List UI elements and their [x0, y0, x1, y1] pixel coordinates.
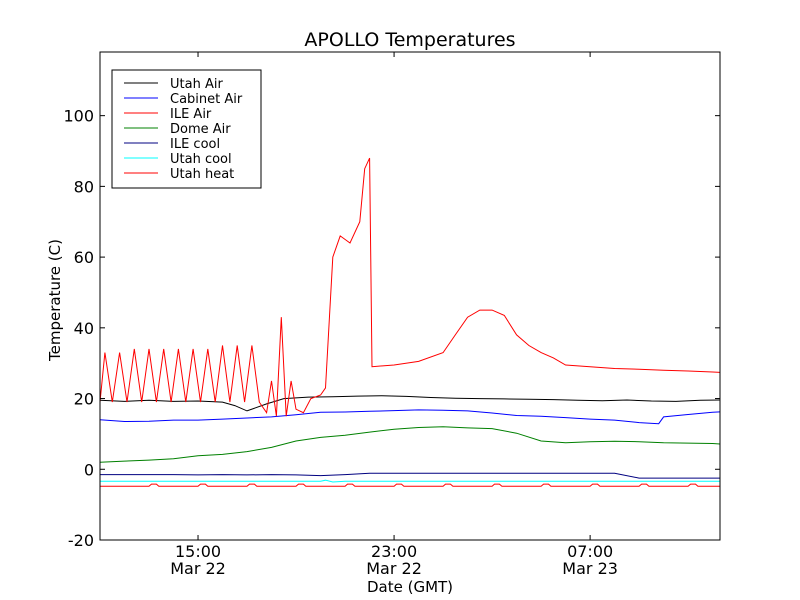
series-line-dome-air: [100, 426, 720, 463]
y-tick-label: 20: [74, 390, 94, 409]
chart-title: APOLLO Temperatures: [304, 29, 515, 51]
y-tick-label: -20: [68, 531, 94, 550]
x-axis-label: Date (GMT): [367, 578, 453, 596]
series-line-cabinet-air: [100, 409, 720, 425]
x-tick-date-label: Mar 23: [562, 559, 618, 578]
x-tick-date-label: Mar 22: [366, 559, 422, 578]
y-tick-label: 0: [84, 460, 94, 479]
y-tick-label: 100: [63, 107, 94, 126]
x-tick-time-label: 23:00: [371, 542, 417, 561]
x-tick-time-label: 07:00: [567, 542, 613, 561]
y-axis-label: Temperature (C): [46, 239, 64, 362]
series-line-utah-heat: [100, 483, 720, 487]
legend-label: Dome Air: [170, 122, 231, 137]
plot-frame: [99, 51, 721, 541]
legend-label: Cabinet Air: [170, 92, 243, 107]
legend-label: ILE Air: [170, 107, 212, 122]
y-tick-label: 40: [74, 319, 94, 338]
series-line-ile-cool: [100, 472, 720, 479]
legend-label: ILE cool: [170, 137, 220, 152]
y-tick-label: 60: [74, 248, 94, 267]
series-line-utah-air: [100, 395, 720, 412]
legend-label: Utah heat: [170, 167, 234, 182]
y-tick-label: 80: [74, 177, 94, 196]
legend-box: [111, 69, 262, 189]
legend-label: Utah Air: [170, 77, 223, 92]
plot-layer: [100, 157, 720, 487]
series-line-utah-cool: [100, 479, 720, 483]
series-line-ile-air: [100, 157, 720, 417]
x-tick-date-label: Mar 22: [170, 559, 226, 578]
legend-label: Utah cool: [170, 152, 232, 167]
x-tick-time-label: 15:00: [175, 542, 221, 561]
